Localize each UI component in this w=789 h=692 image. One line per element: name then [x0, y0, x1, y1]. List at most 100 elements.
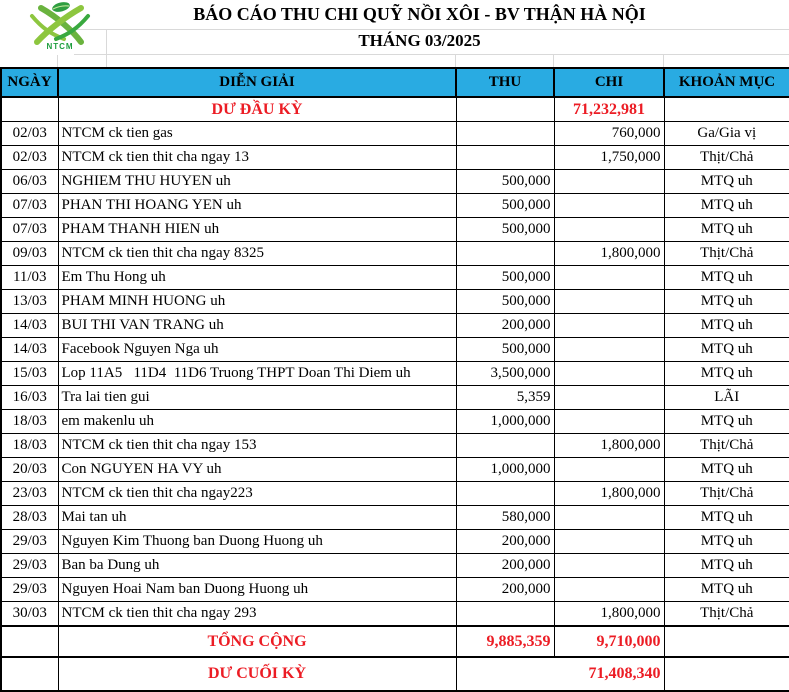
cell-category: Thịt/Chả: [663, 601, 789, 627]
cell-thu: 500,000: [455, 217, 555, 242]
gridline: [663, 55, 664, 67]
cell-description: NTCM ck tien thit cha ngay 13: [57, 145, 457, 170]
cell-description: PHAM MINH HUONG uh: [57, 289, 457, 314]
cell-description: PHAN THI HOANG YEN uh: [57, 193, 457, 218]
cell-date: 07/03: [0, 217, 59, 242]
gridline: [106, 29, 107, 55]
cell-description: Tra lai tien gui: [57, 385, 457, 410]
cell-date: 15/03: [0, 361, 59, 386]
cell-category: MTQ uh: [663, 289, 789, 314]
cell-chi: [553, 337, 665, 362]
cell-chi: [553, 265, 665, 290]
cell-description: Lop 11A5 11D4 11D6 Truong THPT Doan Thi …: [57, 361, 457, 386]
cell-date: 23/03: [0, 481, 59, 506]
col-header-dien-giai: DIỄN GIẢI: [57, 67, 457, 98]
totals-chi: 9,710,000: [553, 625, 665, 658]
cell-thu: 3,500,000: [455, 361, 555, 386]
col-header-chi: CHI: [553, 67, 665, 98]
transaction-row: 29/03 Nguyen Hoai Nam ban Duong Huong uh…: [0, 577, 789, 602]
cell-chi: [553, 553, 665, 578]
cell-date: [0, 625, 59, 658]
cell-thu: [455, 433, 555, 458]
cell-thu: [455, 96, 555, 122]
report-title: BÁO CÁO THU CHI QUỸ NỒI XÔI - BV THẬN HÀ…: [193, 4, 646, 24]
cell-chi: 1,800,000: [553, 601, 665, 627]
cell-date: 18/03: [0, 433, 59, 458]
cell-category: [663, 96, 789, 122]
cell-description: Facebook Nguyen Nga uh: [57, 337, 457, 362]
cell-chi: [553, 313, 665, 338]
cell-category: MTQ uh: [663, 265, 789, 290]
transaction-row: 07/03 PHAM THANH HIEN uh 500,000 MTQ uh: [0, 217, 789, 242]
cell-category: MTQ uh: [663, 409, 789, 434]
cell-category: MTQ uh: [663, 169, 789, 194]
cell-category: MTQ uh: [663, 193, 789, 218]
cell-chi: 1,800,000: [553, 433, 665, 458]
cell-date: 13/03: [0, 289, 59, 314]
transaction-row: 18/03 em makenlu uh 1,000,000 MTQ uh: [0, 409, 789, 434]
cell-category: MTQ uh: [663, 529, 789, 554]
cell-date: 29/03: [0, 553, 59, 578]
cell-thu: [455, 145, 555, 170]
cell-thu: 200,000: [455, 577, 555, 602]
transaction-row: 15/03 Lop 11A5 11D4 11D6 Truong THPT Doa…: [0, 361, 789, 386]
transaction-row: 29/03 Ban ba Dung uh 200,000 MTQ uh: [0, 553, 789, 578]
cell-thu: 500,000: [455, 169, 555, 194]
totals-row: TỔNG CỘNG 9,885,359 9,710,000: [0, 625, 789, 658]
gridline: [57, 55, 58, 67]
transaction-row: 14/03 BUI THI VAN TRANG uh 200,000 MTQ u…: [0, 313, 789, 338]
totals-label: TỔNG CỘNG: [57, 625, 457, 658]
cell-thu: 500,000: [455, 193, 555, 218]
cell-category: Thịt/Chả: [663, 481, 789, 506]
cell-date: 30/03: [0, 601, 59, 627]
closing-balance-amount: 71,408,340: [455, 656, 665, 692]
cell-chi: [553, 385, 665, 410]
cell-category: MTQ uh: [663, 505, 789, 530]
logo-text: NTCM: [46, 42, 74, 51]
cell-description: Ban ba Dung uh: [57, 553, 457, 578]
cell-chi: [553, 577, 665, 602]
cell-category: MTQ uh: [663, 553, 789, 578]
cell-category: Thịt/Chả: [663, 433, 789, 458]
cell-chi: 1,800,000: [553, 241, 665, 266]
cell-date: [0, 656, 59, 692]
closing-balance-row: DƯ CUỐI KỲ 71,408,340: [0, 656, 789, 692]
transaction-row: 18/03 NTCM ck tien thit cha ngay 153 1,8…: [0, 433, 789, 458]
transaction-row: 09/03 NTCM ck tien thit cha ngay 8325 1,…: [0, 241, 789, 266]
cell-description: PHAM THANH HIEN uh: [57, 217, 457, 242]
transaction-row: 07/03 PHAN THI HOANG YEN uh 500,000 MTQ …: [0, 193, 789, 218]
cell-thu: 200,000: [455, 313, 555, 338]
gridline: [455, 55, 456, 67]
cell-description: Nguyen Hoai Nam ban Duong Huong uh: [57, 577, 457, 602]
transaction-row: 02/03 NTCM ck tien gas 760,000 Ga/Gia vị: [0, 121, 789, 146]
cell-date: 28/03: [0, 505, 59, 530]
report-month: THÁNG 03/2025: [358, 31, 481, 50]
cell-category: [663, 656, 789, 692]
cell-chi: [553, 457, 665, 482]
cell-thu: 1,000,000: [455, 409, 555, 434]
cell-thu: 580,000: [455, 505, 555, 530]
gridline: [106, 55, 107, 67]
cell-chi: [553, 529, 665, 554]
cell-chi: [553, 409, 665, 434]
transaction-row: 29/03 Nguyen Kim Thuong ban Duong Huong …: [0, 529, 789, 554]
cell-description: Mai tan uh: [57, 505, 457, 530]
cell-category: Thịt/Chả: [663, 145, 789, 170]
cell-description: NTCM ck tien thit cha ngay 8325: [57, 241, 457, 266]
opening-balance-amount: 71,232,981: [553, 96, 665, 122]
cell-category: MTQ uh: [663, 577, 789, 602]
cell-description: em makenlu uh: [57, 409, 457, 434]
cell-date: 07/03: [0, 193, 59, 218]
cell-category: LÃI: [663, 385, 789, 410]
cell-description: Nguyen Kim Thuong ban Duong Huong uh: [57, 529, 457, 554]
cell-description: Con NGUYEN HA VY uh: [57, 457, 457, 482]
col-header-thu: THU: [455, 67, 555, 98]
cell-category: MTQ uh: [663, 217, 789, 242]
transaction-row: 30/03 NTCM ck tien thit cha ngay 293 1,8…: [0, 601, 789, 627]
cell-date: 29/03: [0, 577, 59, 602]
charity-figure-icon: [30, 2, 90, 45]
cell-date: 09/03: [0, 241, 59, 266]
cell-thu: [455, 241, 555, 266]
cell-thu: 500,000: [455, 265, 555, 290]
cell-thu: 1,000,000: [455, 457, 555, 482]
